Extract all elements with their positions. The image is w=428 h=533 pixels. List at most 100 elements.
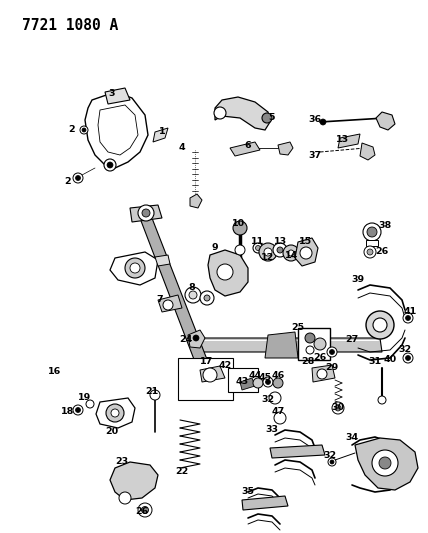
Text: 17: 17: [200, 358, 214, 367]
Circle shape: [314, 338, 326, 350]
Text: 31: 31: [369, 358, 382, 367]
Text: 47: 47: [271, 408, 285, 416]
Circle shape: [80, 126, 88, 134]
Text: 12: 12: [262, 254, 275, 262]
Polygon shape: [278, 142, 293, 155]
Text: 26: 26: [135, 507, 149, 516]
Circle shape: [332, 402, 344, 414]
Circle shape: [269, 392, 281, 404]
Circle shape: [405, 316, 410, 320]
Circle shape: [82, 128, 86, 132]
Text: 20: 20: [105, 427, 119, 437]
Text: 34: 34: [345, 433, 359, 442]
Text: 9: 9: [212, 244, 218, 253]
Text: 27: 27: [345, 335, 359, 344]
Circle shape: [265, 379, 270, 384]
Circle shape: [264, 248, 272, 256]
Polygon shape: [155, 255, 170, 266]
Polygon shape: [230, 142, 260, 156]
Circle shape: [204, 295, 210, 301]
Circle shape: [203, 368, 217, 382]
Bar: [228, 368, 258, 392]
Circle shape: [335, 405, 341, 411]
Text: 45: 45: [259, 374, 271, 383]
Text: 1: 1: [159, 127, 165, 136]
Circle shape: [277, 247, 283, 253]
Circle shape: [305, 333, 315, 343]
Circle shape: [233, 221, 247, 235]
Circle shape: [200, 291, 214, 305]
Polygon shape: [193, 338, 382, 352]
Polygon shape: [242, 496, 288, 510]
Text: 6: 6: [245, 141, 251, 149]
Circle shape: [73, 405, 83, 415]
Polygon shape: [215, 97, 270, 130]
Polygon shape: [240, 378, 255, 390]
Circle shape: [403, 353, 413, 363]
Circle shape: [130, 263, 140, 273]
Circle shape: [138, 503, 152, 517]
Circle shape: [367, 249, 373, 255]
Text: 40: 40: [383, 356, 397, 365]
Circle shape: [253, 378, 263, 388]
Circle shape: [373, 318, 387, 332]
Text: 7: 7: [157, 295, 163, 304]
Circle shape: [235, 245, 245, 255]
Polygon shape: [190, 194, 202, 208]
Text: 46: 46: [271, 370, 285, 379]
Polygon shape: [338, 134, 360, 148]
Text: 26: 26: [375, 247, 389, 256]
Text: 30: 30: [332, 403, 345, 413]
Circle shape: [253, 243, 263, 253]
Text: 13: 13: [336, 135, 348, 144]
Polygon shape: [295, 238, 318, 266]
Text: 43: 43: [235, 377, 249, 386]
Circle shape: [217, 264, 233, 280]
Text: 2: 2: [68, 125, 75, 134]
Circle shape: [189, 291, 197, 299]
Text: 28: 28: [301, 358, 315, 367]
Circle shape: [263, 377, 273, 387]
Text: 26: 26: [313, 353, 327, 362]
Circle shape: [138, 205, 154, 221]
Circle shape: [259, 243, 277, 261]
Circle shape: [366, 311, 394, 339]
Polygon shape: [188, 330, 205, 348]
Circle shape: [273, 378, 283, 388]
Polygon shape: [98, 105, 138, 155]
Text: 8: 8: [189, 282, 195, 292]
Circle shape: [256, 246, 261, 251]
Circle shape: [142, 209, 150, 217]
Circle shape: [379, 457, 391, 469]
Circle shape: [193, 335, 199, 341]
Circle shape: [73, 173, 83, 183]
Circle shape: [378, 396, 386, 404]
Circle shape: [119, 492, 131, 504]
Bar: [366, 240, 378, 246]
Polygon shape: [208, 250, 248, 296]
Text: 14: 14: [285, 251, 299, 260]
Text: 23: 23: [116, 457, 128, 466]
Circle shape: [106, 404, 124, 422]
Circle shape: [163, 300, 173, 310]
Text: 32: 32: [398, 345, 412, 354]
Text: 44: 44: [248, 370, 262, 379]
Polygon shape: [265, 332, 298, 358]
Circle shape: [75, 408, 80, 413]
Text: 7721 1080 A: 7721 1080 A: [22, 18, 118, 33]
Text: 22: 22: [175, 467, 189, 477]
Circle shape: [274, 412, 286, 424]
Circle shape: [111, 409, 119, 417]
Polygon shape: [270, 445, 325, 458]
Text: 37: 37: [309, 150, 321, 159]
Polygon shape: [153, 128, 168, 142]
Circle shape: [142, 506, 149, 513]
Text: 13: 13: [273, 238, 287, 246]
Text: 11: 11: [251, 238, 265, 246]
Polygon shape: [105, 88, 130, 104]
Circle shape: [328, 458, 336, 466]
Circle shape: [283, 245, 299, 261]
Text: 36: 36: [309, 116, 321, 125]
Circle shape: [327, 347, 337, 357]
Text: 32: 32: [262, 395, 275, 405]
